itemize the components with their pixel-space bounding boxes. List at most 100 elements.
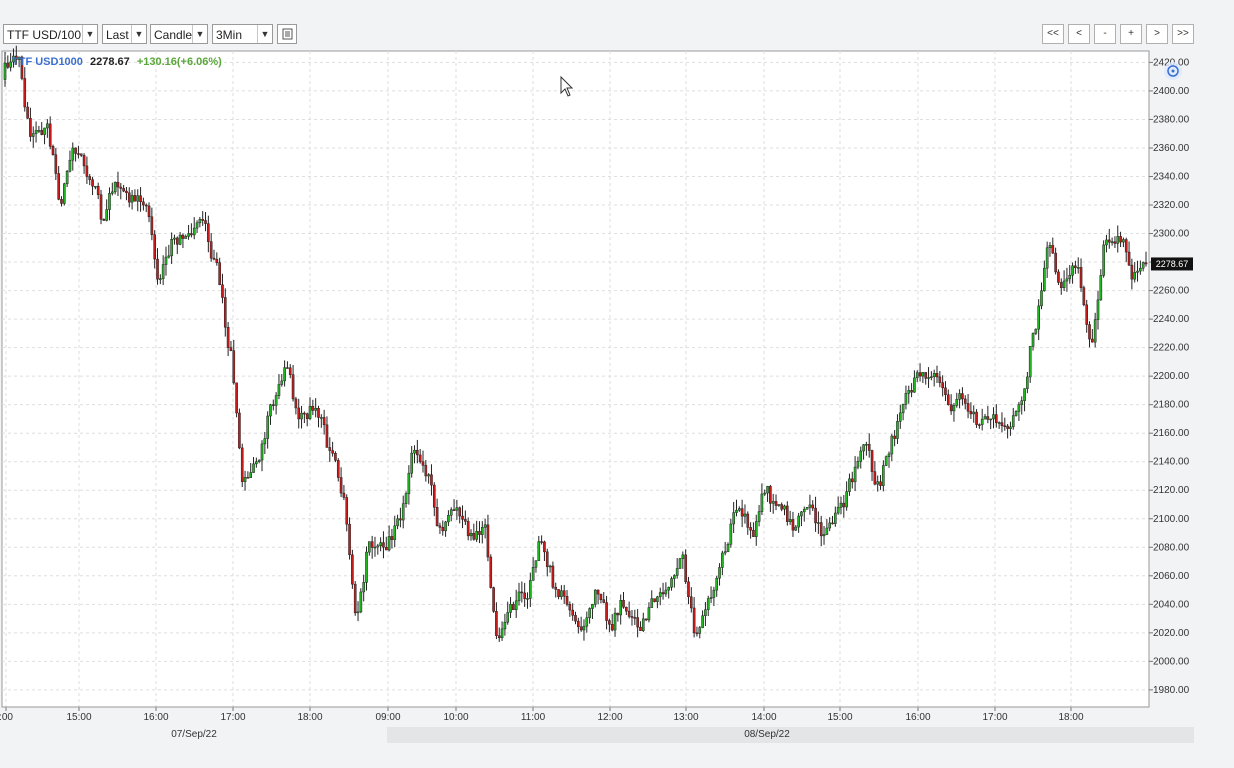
candle-body — [656, 596, 659, 602]
candle-body — [37, 130, 41, 132]
candle-body — [529, 580, 532, 599]
price-type-select[interactable]: Last ▼ — [102, 24, 147, 44]
candle-body — [769, 486, 772, 504]
candle-body — [946, 394, 950, 405]
session-date-1: 07/Sep/22 — [2, 727, 386, 743]
candle-body — [43, 127, 46, 135]
zoom-in-button[interactable]: + — [1120, 24, 1142, 44]
candle-body — [585, 617, 589, 627]
plot-area[interactable] — [1, 50, 1150, 708]
candle-body — [396, 518, 399, 527]
candle-body — [271, 404, 275, 406]
x-tick-label: 16:00 — [905, 712, 930, 723]
candle-body — [1107, 239, 1111, 243]
candle-body — [23, 78, 27, 108]
candle-body — [941, 382, 944, 389]
candle-body — [212, 257, 216, 260]
candle-body — [376, 545, 380, 548]
candle-body — [766, 486, 769, 494]
candle-body — [737, 508, 741, 511]
candle-body — [314, 408, 317, 411]
last-button[interactable]: >> — [1172, 24, 1194, 44]
candle-body — [133, 195, 137, 202]
y-tick-label: 2320.00 — [1153, 200, 1190, 211]
crosshair-icon[interactable] — [1164, 62, 1182, 80]
candle-body — [472, 533, 476, 540]
candle-body — [48, 123, 52, 147]
candle-body — [1048, 245, 1052, 249]
candle-body — [1105, 239, 1108, 246]
candle-body — [1059, 282, 1063, 288]
candle-body — [153, 234, 156, 260]
candle-body — [1102, 244, 1105, 276]
legend-symbol: TTF USD1000 — [12, 56, 83, 68]
candle-body — [579, 626, 583, 631]
legend-change: +130.16(+6.06%) — [137, 56, 222, 68]
candle-body — [599, 593, 603, 600]
candle-body — [102, 219, 106, 221]
candle-body — [735, 509, 738, 513]
x-tick-label: 15:00 — [66, 712, 91, 723]
candle-body — [125, 190, 128, 194]
candle-body — [317, 408, 320, 418]
first-button[interactable]: << — [1042, 24, 1064, 44]
candle-body — [721, 552, 724, 568]
x-tick-label: 17:00 — [982, 712, 1007, 723]
next-button[interactable]: > — [1146, 24, 1168, 44]
zoom-out-button[interactable]: - — [1094, 24, 1116, 44]
candle-body — [46, 123, 49, 129]
candle-body — [602, 599, 606, 603]
interval-value: 3Min — [216, 28, 243, 42]
candle-body — [913, 377, 916, 393]
candle-body — [664, 589, 668, 595]
candle-body — [958, 393, 961, 400]
candle-body — [136, 195, 140, 202]
candle-body — [1028, 346, 1032, 378]
symbol-select[interactable]: TTF USD/100 ▼ — [3, 24, 98, 44]
candle-body — [712, 589, 716, 598]
list-icon — [282, 28, 293, 40]
candle-body — [187, 233, 190, 237]
candle-body — [814, 507, 817, 524]
candle-body — [805, 507, 809, 510]
candle-body — [34, 130, 38, 134]
candle-body — [1034, 328, 1038, 334]
prev-button[interactable]: < — [1068, 24, 1090, 44]
candle-body — [517, 591, 521, 602]
candle-body — [1116, 236, 1120, 244]
candle-body — [294, 398, 298, 409]
candle-body — [503, 621, 507, 630]
candle-body — [627, 610, 631, 617]
candle-body — [1096, 299, 1100, 320]
candle-body — [122, 188, 125, 192]
candle-body — [223, 297, 227, 328]
candle-body — [771, 501, 775, 504]
candle-body — [161, 264, 165, 279]
settings-list-button[interactable] — [277, 24, 297, 44]
candle-body — [461, 515, 464, 520]
candle-body — [763, 492, 767, 495]
candle-body — [85, 165, 89, 177]
candle-body — [320, 417, 323, 419]
candle-body — [749, 527, 752, 531]
candle-body — [286, 367, 289, 369]
candle-body — [853, 466, 857, 483]
chart-style-select[interactable]: Candle ▼ — [150, 24, 208, 44]
session-date-2: 08/Sep/22 — [387, 727, 1147, 743]
candle-body — [571, 609, 574, 616]
candle-body — [1057, 271, 1060, 283]
y-tick-label: 2180.00 — [1153, 400, 1190, 411]
candle-body — [718, 567, 721, 579]
candle-body — [1136, 270, 1139, 273]
y-tick-label: 1980.00 — [1153, 685, 1190, 696]
candle-body — [291, 374, 295, 400]
candle-body — [356, 611, 360, 614]
candle-body — [108, 193, 111, 210]
interval-select[interactable]: 3Min ▼ — [212, 24, 273, 44]
candle-body — [670, 578, 673, 588]
x-axis: :00 15:00 16:00 17:00 18:00 09:00 10:00 11:00 12… — [0, 706, 1149, 723]
candle-body — [410, 452, 414, 474]
candle-body — [992, 414, 995, 420]
symbol-select-value: TTF USD/100 — [7, 28, 82, 42]
